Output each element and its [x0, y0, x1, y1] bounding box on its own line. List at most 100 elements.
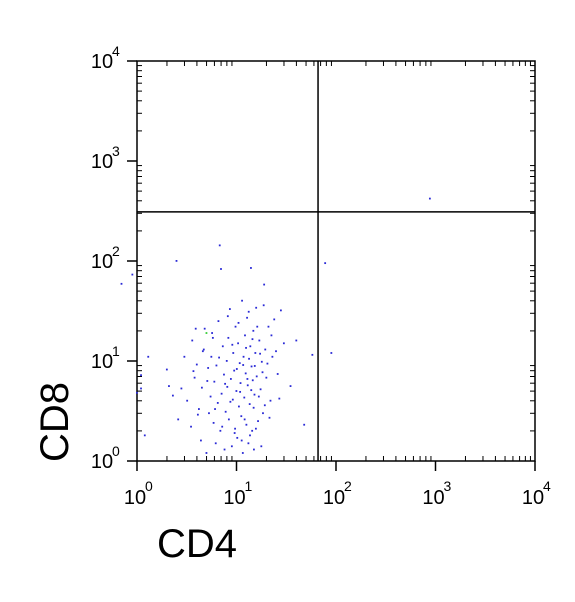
data-point [245, 423, 248, 426]
data-point [207, 367, 210, 369]
x-tick-base: 10 [422, 487, 444, 509]
data-point [250, 267, 252, 269]
y-tick-exponent: 2 [112, 243, 120, 259]
data-point [136, 391, 138, 394]
y-tick-exponent: 0 [112, 443, 120, 459]
data-point [232, 352, 235, 354]
data-point [120, 282, 123, 285]
data-point [171, 394, 174, 397]
data-point [214, 408, 216, 410]
data-point [193, 376, 196, 379]
data-point [246, 384, 249, 387]
data-point [147, 355, 150, 358]
data-point [227, 336, 230, 339]
data-point [165, 368, 168, 371]
data-point [229, 400, 232, 403]
data-point [226, 385, 229, 388]
data-point [230, 445, 233, 448]
y-tick-base: 10 [91, 351, 113, 373]
data-point [236, 436, 239, 439]
data-point [131, 273, 134, 276]
data-point [251, 379, 254, 382]
y-tick-label: 103 [91, 143, 120, 173]
data-point [231, 398, 234, 401]
plot-frame [136, 60, 536, 462]
data-point [267, 325, 270, 328]
data-point [259, 352, 261, 355]
data-point [200, 386, 203, 389]
data-point [264, 348, 267, 351]
plot-area [120, 60, 536, 471]
data-point [216, 402, 219, 404]
data-point [208, 412, 210, 415]
data-point [243, 396, 246, 399]
data-point [233, 369, 236, 372]
data-point [240, 415, 243, 418]
data-point [268, 416, 271, 419]
data-point [263, 283, 266, 286]
data-point [140, 374, 142, 377]
data-point [168, 385, 170, 387]
x-tick-base: 10 [223, 487, 245, 509]
data-point [246, 316, 248, 319]
data-point [428, 197, 431, 200]
data-point [223, 373, 225, 376]
x-tick-label: 103 [422, 478, 451, 509]
data-point [256, 325, 259, 328]
data-point [220, 268, 222, 270]
data-point [211, 332, 214, 334]
y-tick-label: 104 [91, 43, 120, 73]
data-point [175, 260, 178, 262]
data-point [262, 412, 264, 415]
data-points [120, 197, 431, 454]
data-point [143, 434, 146, 437]
data-point [231, 343, 234, 346]
data-point [253, 365, 256, 367]
data-point [249, 434, 251, 437]
data-point [247, 310, 250, 313]
data-point [261, 371, 264, 374]
data-point [177, 418, 180, 421]
data-point [215, 364, 218, 367]
y-tick-label: 100 [91, 443, 120, 473]
data-point [289, 385, 292, 387]
data-point [234, 427, 236, 430]
data-point [203, 327, 206, 330]
data-point [253, 448, 255, 451]
x-axis-title: CD4 [157, 522, 237, 566]
data-point [217, 320, 220, 323]
data-point [251, 429, 254, 432]
data-point [229, 378, 232, 380]
x-tick-exponent: 0 [145, 478, 153, 494]
data-point [218, 244, 221, 247]
data-point [238, 405, 240, 408]
data-point [224, 410, 227, 413]
data-point [266, 362, 269, 365]
data-point [205, 452, 208, 454]
data-point [253, 393, 256, 396]
data-point [258, 339, 261, 342]
data-point [228, 308, 231, 310]
x-tick-label: 104 [522, 478, 551, 509]
data-point [254, 427, 257, 430]
data-point [190, 425, 192, 428]
data-point [202, 348, 205, 351]
data-point [220, 392, 223, 395]
data-point [242, 355, 245, 358]
data-point [210, 355, 213, 358]
data-point [265, 376, 268, 379]
data-point [259, 388, 262, 391]
data-point [245, 346, 247, 349]
data-point [275, 350, 277, 353]
data-point [255, 375, 258, 378]
x-tick-label: 102 [323, 478, 352, 509]
minor-ticks [137, 61, 535, 461]
y-tick-base: 10 [91, 251, 113, 273]
data-point [140, 387, 142, 390]
data-point [241, 452, 244, 454]
data-point [254, 352, 257, 354]
data-point [227, 418, 230, 421]
data-point [282, 342, 285, 345]
x-tick-base: 10 [124, 487, 146, 509]
